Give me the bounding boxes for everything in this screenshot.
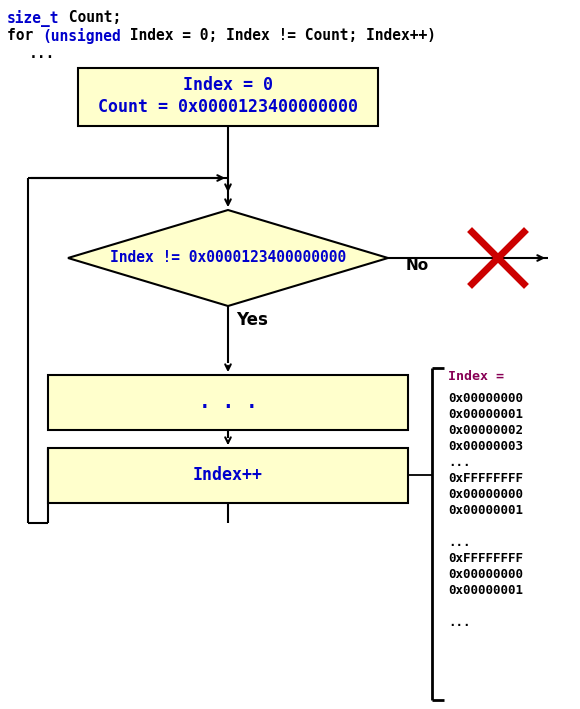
Text: 0x00000002: 0x00000002 xyxy=(448,424,523,437)
Bar xyxy=(78,68,378,126)
Text: 0x00000001: 0x00000001 xyxy=(448,584,523,597)
Text: ...: ... xyxy=(29,46,55,61)
Bar xyxy=(48,375,408,430)
Text: (unsigned: (unsigned xyxy=(42,28,121,44)
Text: ...: ... xyxy=(448,616,470,629)
Text: size_t: size_t xyxy=(7,10,60,27)
Text: Index = 0: Index = 0 xyxy=(183,76,273,94)
Bar xyxy=(48,448,408,503)
Text: Count = 0x0000123400000000: Count = 0x0000123400000000 xyxy=(98,98,358,116)
Text: Index++: Index++ xyxy=(193,466,263,484)
Text: 0x00000001: 0x00000001 xyxy=(448,504,523,517)
Text: 0x00000000: 0x00000000 xyxy=(448,568,523,581)
Text: No: No xyxy=(406,259,429,274)
Text: 0x00000000: 0x00000000 xyxy=(448,488,523,501)
Text: 0x00000000: 0x00000000 xyxy=(448,392,523,405)
Text: Yes: Yes xyxy=(236,311,268,329)
Text: 0x00000001: 0x00000001 xyxy=(448,408,523,421)
Text: Index = 0; Index != Count; Index++): Index = 0; Index != Count; Index++) xyxy=(121,28,436,43)
Polygon shape xyxy=(68,210,388,306)
Text: Index != 0x0000123400000000: Index != 0x0000123400000000 xyxy=(110,250,346,265)
Text: . . .: . . . xyxy=(198,393,258,411)
Text: 0x00000003: 0x00000003 xyxy=(448,440,523,453)
Text: 0xFFFFFFFF: 0xFFFFFFFF xyxy=(448,552,523,565)
Text: ...: ... xyxy=(448,456,470,469)
Text: for: for xyxy=(7,28,42,43)
Text: Index =: Index = xyxy=(448,370,504,383)
Text: 0xFFFFFFFF: 0xFFFFFFFF xyxy=(448,472,523,485)
Text: ...: ... xyxy=(448,536,470,549)
Text: Count;: Count; xyxy=(60,10,121,25)
